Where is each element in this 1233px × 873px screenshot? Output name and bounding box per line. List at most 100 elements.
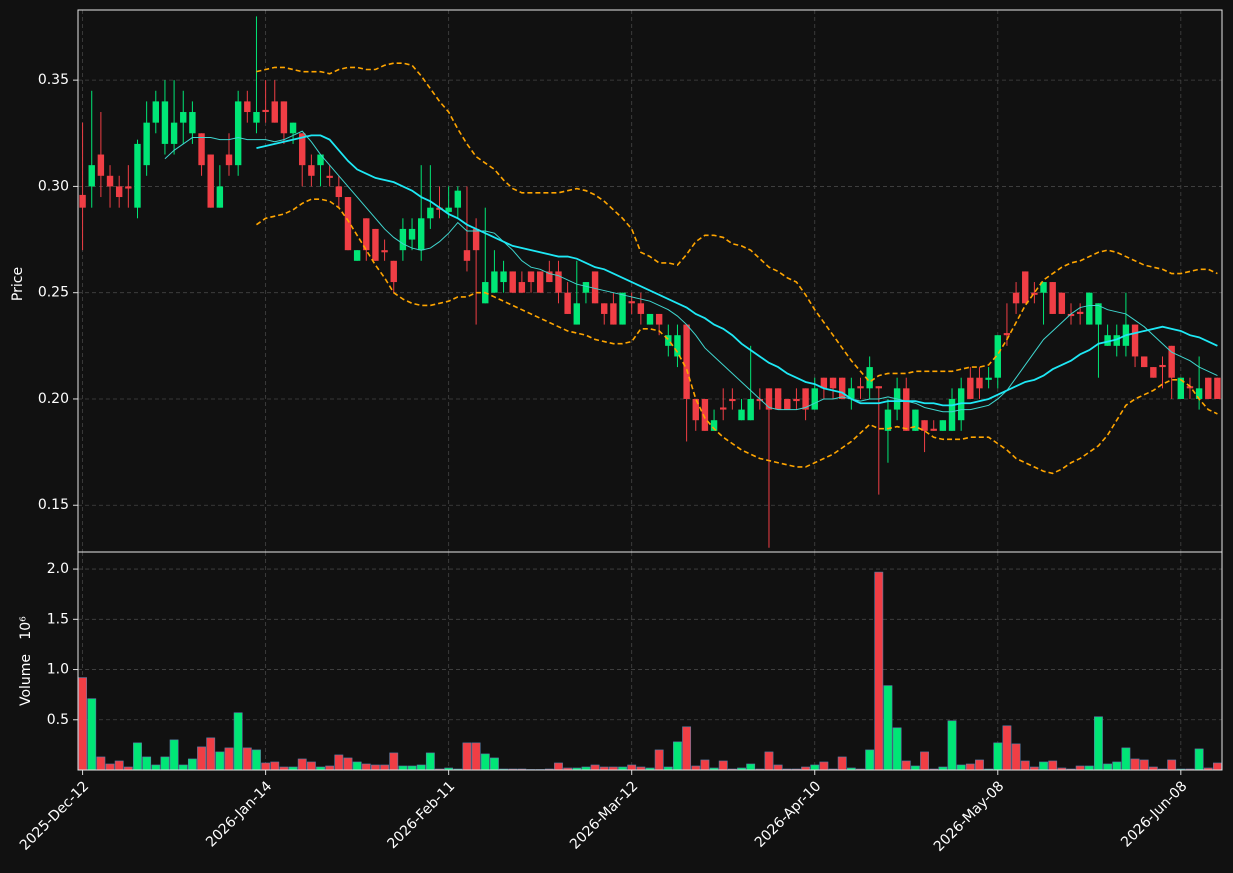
volume-bar <box>746 763 756 770</box>
candle-body <box>1049 282 1056 314</box>
candle-body <box>390 260 397 283</box>
candle-body <box>637 303 645 314</box>
volume-bar <box>261 762 271 770</box>
volume-bar <box>334 754 344 770</box>
candle-body <box>1040 282 1047 293</box>
candle-body <box>967 377 974 399</box>
volume-bar <box>1103 763 1113 770</box>
volume-bar <box>563 767 573 770</box>
volume-bar <box>105 763 115 770</box>
volume-bar <box>1167 759 1177 770</box>
volume-bar <box>297 758 307 770</box>
volume-bar <box>1039 761 1048 770</box>
overlay-line <box>256 62 1218 384</box>
volume-bar <box>462 742 472 770</box>
candle-body <box>225 154 233 166</box>
volume-bar <box>1194 748 1204 770</box>
y-tick-label: 0.5 <box>47 712 69 728</box>
volume-bar <box>114 760 124 770</box>
volume-axis-label: Volume <box>18 654 34 706</box>
volume-bar <box>956 764 966 770</box>
volume-bar <box>178 764 188 770</box>
volume-bar <box>810 764 820 770</box>
volume-bar <box>416 764 426 770</box>
candle-body <box>619 292 626 325</box>
candle-body <box>1076 311 1084 314</box>
volume-bar <box>1084 765 1094 770</box>
volume-bar <box>142 756 152 770</box>
candle-body <box>244 101 251 113</box>
candle-body <box>1195 388 1203 399</box>
candle-body <box>527 271 535 283</box>
volume-bar <box>901 760 911 770</box>
volume-bar <box>233 712 243 770</box>
volume-bar <box>993 742 1003 770</box>
candle-body <box>674 335 681 357</box>
volume-bar <box>645 767 655 770</box>
candle-body <box>765 388 773 410</box>
candle-body <box>417 218 425 251</box>
overlay-line <box>256 134 1218 407</box>
volume-bar <box>398 765 408 770</box>
candle-body <box>884 409 892 431</box>
volume-bar <box>1213 762 1222 770</box>
candle-body <box>1141 356 1148 368</box>
candle-body <box>857 386 864 389</box>
candle-body <box>793 398 800 402</box>
candle-body <box>738 409 745 421</box>
candle-body <box>564 292 571 314</box>
volume-bar <box>700 759 710 770</box>
volume-bar <box>380 764 390 770</box>
candle-body <box>161 101 169 144</box>
candle-body <box>198 133 205 166</box>
candle-body <box>1003 333 1011 336</box>
candle-body <box>106 175 114 187</box>
candle-body <box>756 398 764 402</box>
y-tick-label: 1.5 <box>47 611 69 627</box>
y-tick-label: 0.20 <box>38 391 69 407</box>
y-tick-label: 1.0 <box>47 662 69 678</box>
volume-bar <box>361 763 371 770</box>
volume-bar <box>407 765 417 770</box>
candle-body <box>463 250 471 261</box>
volume-bar <box>965 763 975 770</box>
volume-bar <box>865 749 875 770</box>
volume-bar <box>325 765 335 770</box>
volume-bar <box>846 767 856 770</box>
volume-bar <box>425 752 435 770</box>
candle-body <box>573 303 580 325</box>
candle-body <box>628 301 635 304</box>
candle-body <box>207 154 214 208</box>
candle-body <box>976 377 983 389</box>
volume-bar <box>96 756 106 770</box>
candle-body <box>317 154 324 166</box>
price-axis-label: Price <box>10 267 26 301</box>
volume-bar <box>819 761 829 770</box>
volume-bar <box>1112 761 1122 770</box>
candle-body <box>1177 377 1185 399</box>
volume-bar <box>673 741 682 770</box>
candle-body <box>1159 364 1166 368</box>
candle-body <box>518 282 526 293</box>
candle-body <box>170 122 178 144</box>
candle-body <box>1031 292 1038 295</box>
volume-bar <box>737 767 746 770</box>
volume-bar <box>133 742 142 770</box>
y-tick-label: 0.35 <box>38 72 69 88</box>
candle-body <box>720 407 727 410</box>
volume-bar <box>947 720 957 770</box>
candle-body <box>1131 324 1139 357</box>
volume-bar <box>197 746 206 770</box>
candle-body <box>875 386 883 389</box>
volume-bar <box>1121 747 1131 770</box>
candle-body <box>948 398 956 431</box>
volume-bar <box>773 764 783 770</box>
candle-body <box>802 388 809 410</box>
volume-bar <box>764 751 774 770</box>
candle-body <box>289 122 297 134</box>
volume-bar <box>1075 765 1085 770</box>
candle-body <box>646 313 654 325</box>
candle-body <box>1168 345 1175 378</box>
